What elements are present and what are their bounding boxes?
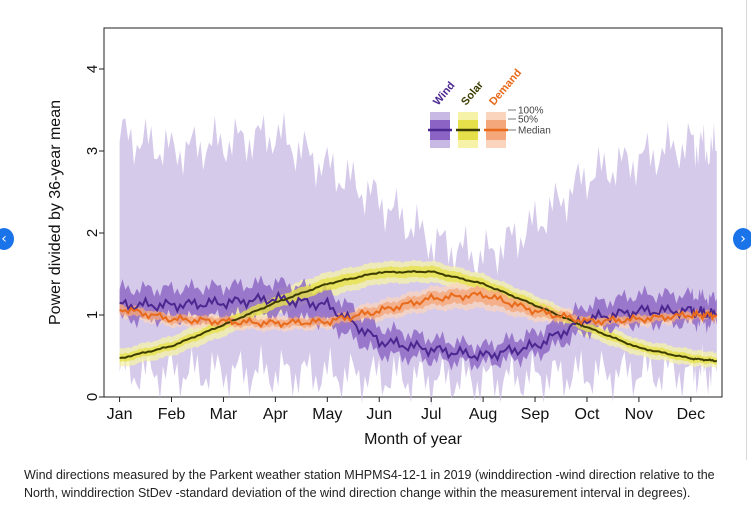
- x-tick-label: May: [312, 406, 342, 423]
- band-50-wind: [119, 275, 717, 372]
- band-100-wind: [119, 112, 717, 407]
- x-tick-label: Jul: [421, 406, 441, 423]
- chevron-left-icon[interactable]: ‹: [0, 228, 14, 250]
- x-tick-label: Sep: [521, 406, 550, 423]
- y-tick-label: 1: [84, 311, 101, 319]
- y-tick-label: 0: [84, 393, 101, 401]
- x-tick-label: Apr: [263, 406, 289, 423]
- median-line-solar: [119, 269, 718, 363]
- y-axis-label: Power divided by 36-year mean: [47, 100, 64, 325]
- y-axis: 0 1 2 3 4: [84, 65, 104, 401]
- legend-key-label: 100%: [518, 106, 544, 117]
- x-tick-label: Feb: [158, 406, 186, 423]
- y-tick-label: 4: [84, 65, 101, 73]
- x-tick-label: Dec: [677, 406, 705, 423]
- plot-frame: [103, 27, 723, 398]
- x-tick-label: Nov: [625, 406, 653, 423]
- legend-label-wind: Wind: [431, 80, 457, 108]
- chart: 0 1 2 3 4 Jan Feb Mar Apr May Jun Jul Aug Sep Oct Nov D…: [47, 27, 723, 448]
- chevron-right-icon[interactable]: ›: [733, 228, 751, 250]
- x-tick-label: Jun: [366, 406, 392, 423]
- x-tick-label: Oct: [575, 406, 600, 423]
- x-axis: Jan Feb Mar Apr May Jun Jul Aug Sep Oct Nov Dec: [107, 397, 705, 423]
- lines-layer: [119, 269, 718, 363]
- median-line-wind: [119, 290, 718, 362]
- bands-layer: [119, 112, 717, 407]
- x-tick-label: Jan: [107, 406, 133, 423]
- legend-label-solar: Solar: [459, 79, 486, 108]
- legend-key-label: Median: [518, 126, 551, 137]
- figure-caption: Wind directions measured by the Parkent …: [24, 468, 715, 500]
- legend-label-demand: Demand: [487, 67, 524, 108]
- x-axis-label: Month of year: [364, 431, 463, 448]
- band-50-solar: [119, 265, 717, 366]
- y-tick-label: 2: [84, 229, 101, 237]
- median-line-demand: [119, 290, 718, 329]
- legend-key-label: 50%: [518, 115, 538, 126]
- x-tick-label: Mar: [210, 406, 238, 423]
- x-tick-label: Aug: [469, 406, 497, 423]
- y-tick-label: 3: [84, 147, 101, 155]
